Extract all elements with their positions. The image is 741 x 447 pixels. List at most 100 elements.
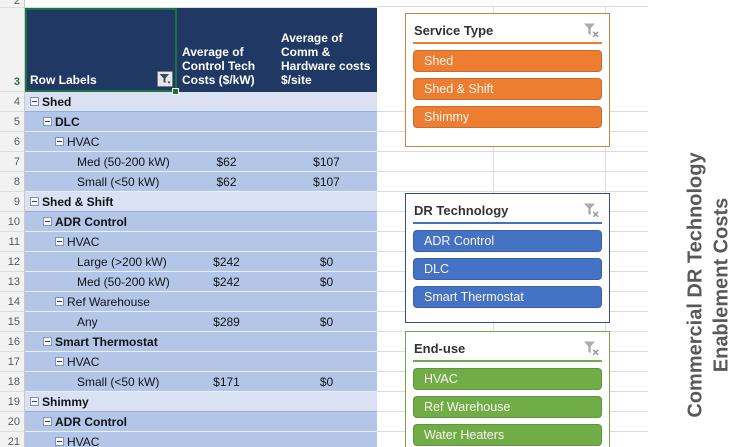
value-cell-comm-hardware[interactable]: $107: [313, 174, 340, 189]
value-cell-control-tech[interactable]: $62: [216, 154, 237, 169]
row-number[interactable]: 6: [0, 132, 25, 152]
row-number[interactable]: 5: [0, 112, 25, 132]
collapse-button[interactable]: [30, 397, 39, 406]
value-cell-control-tech[interactable]: $289: [213, 314, 240, 329]
clear-filter-icon[interactable]: [581, 339, 601, 357]
value-cell-comm-hardware[interactable]: $0: [319, 274, 334, 289]
row-number[interactable]: 17: [0, 352, 25, 372]
row-label-cell[interactable]: Ref Warehouse: [25, 292, 177, 311]
value-cell-comm-hardware[interactable]: $0: [319, 254, 334, 269]
slicer-item-shimmy[interactable]: Shimmy: [413, 106, 602, 128]
value-cell-control-tech[interactable]: [177, 132, 276, 151]
row-number-active[interactable]: 3: [0, 8, 25, 92]
value-cell-control-tech[interactable]: [177, 432, 276, 447]
value-cell-comm-hardware[interactable]: [276, 232, 377, 251]
value-cell-control-tech[interactable]: [177, 92, 276, 111]
empty-row[interactable]: [25, 0, 377, 8]
slicer-item-hvac[interactable]: HVAC: [413, 368, 602, 390]
row-label-cell[interactable]: Any: [25, 312, 177, 331]
value-cell-control-tech[interactable]: [177, 192, 276, 211]
pivot-filter-button[interactable]: [157, 71, 173, 87]
row-label-cell[interactable]: HVAC: [25, 132, 177, 151]
row-number[interactable]: 7: [0, 152, 25, 172]
row-number[interactable]: 19: [0, 392, 25, 412]
collapse-button[interactable]: [43, 217, 52, 226]
row-number[interactable]: 20: [0, 412, 25, 432]
value-cell-comm-hardware[interactable]: $0: [319, 374, 334, 389]
value-cell-control-tech[interactable]: [177, 392, 276, 411]
value-cell-comm-hardware[interactable]: [276, 212, 377, 231]
clear-filter-icon[interactable]: [581, 21, 601, 39]
value-cell-comm-hardware[interactable]: [276, 392, 377, 411]
row-label-cell[interactable]: Med (50-200 kW): [25, 272, 177, 291]
collapse-button[interactable]: [55, 297, 64, 306]
slicer-item-shed[interactable]: Shed: [413, 50, 602, 72]
row-label-cell[interactable]: Small (<50 kW): [25, 372, 177, 391]
collapse-button[interactable]: [43, 117, 52, 126]
collapse-button[interactable]: [30, 197, 39, 206]
value-cell-comm-hardware[interactable]: $0: [319, 314, 334, 329]
row-number[interactable]: 13: [0, 272, 25, 292]
row-label-cell[interactable]: Shimmy: [25, 392, 177, 411]
row-number[interactable]: 9: [0, 192, 25, 212]
row-label-cell[interactable]: Shed: [25, 92, 177, 111]
row-number[interactable]: 4: [0, 92, 25, 112]
row-number[interactable]: 2: [0, 0, 25, 8]
collapse-button[interactable]: [43, 337, 52, 346]
value-cell-comm-hardware[interactable]: [276, 92, 377, 111]
slicer-item-shed-shift[interactable]: Shed & Shift: [413, 78, 602, 100]
row-number[interactable]: 21: [0, 432, 25, 447]
value-cell-control-tech[interactable]: $242: [213, 274, 240, 289]
value-cell-comm-hardware[interactable]: $107: [313, 154, 340, 169]
value-cell-control-tech[interactable]: [177, 112, 276, 131]
value-cell-comm-hardware[interactable]: [276, 332, 377, 351]
row-label-cell[interactable]: Med (50-200 kW): [25, 152, 177, 171]
value-cell-comm-hardware[interactable]: [276, 352, 377, 371]
row-number[interactable]: 12: [0, 252, 25, 272]
row-label-cell[interactable]: HVAC: [25, 432, 177, 447]
value-cell-control-tech[interactable]: $62: [216, 174, 237, 189]
row-number[interactable]: 16: [0, 332, 25, 352]
row-label-cell[interactable]: ADR Control: [25, 412, 177, 431]
value-cell-comm-hardware[interactable]: [276, 192, 377, 211]
slicer-item-ref-warehouse[interactable]: Ref Warehouse: [413, 396, 602, 418]
row-number[interactable]: 8: [0, 172, 25, 192]
row-label-cell[interactable]: Shed & Shift: [25, 192, 177, 211]
value-cell-control-tech[interactable]: $242: [213, 254, 240, 269]
row-label-cell[interactable]: HVAC: [25, 352, 177, 371]
value-cell-control-tech[interactable]: [177, 332, 276, 351]
row-number[interactable]: 11: [0, 232, 25, 252]
row-number[interactable]: 10: [0, 212, 25, 232]
slicer-item-dlc[interactable]: DLC: [413, 258, 602, 280]
row-number[interactable]: 14: [0, 292, 25, 312]
value-cell-control-tech[interactable]: [177, 292, 276, 311]
row-label-cell[interactable]: DLC: [25, 112, 177, 131]
value-cell-comm-hardware[interactable]: [276, 432, 377, 447]
row-number[interactable]: 18: [0, 372, 25, 392]
collapse-button[interactable]: [30, 97, 39, 106]
col-header-control-tech-costs[interactable]: Average of Control Tech Costs ($/kW): [177, 8, 276, 92]
row-label-cell[interactable]: Large (>200 kW): [25, 252, 177, 271]
value-cell-comm-hardware[interactable]: [276, 112, 377, 131]
clear-filter-icon[interactable]: [581, 201, 601, 219]
collapse-button[interactable]: [55, 357, 64, 366]
collapse-button[interactable]: [55, 437, 64, 446]
row-number[interactable]: 15: [0, 312, 25, 332]
col-header-comm-hardware-costs[interactable]: Average of Comm & Hardware costs $/site: [276, 8, 377, 92]
row-labels-header-cell[interactable]: Row Labels: [25, 8, 177, 92]
collapse-button[interactable]: [55, 237, 64, 246]
value-cell-control-tech[interactable]: $171: [213, 374, 240, 389]
slicer-item-smart-thermostat[interactable]: Smart Thermostat: [413, 286, 602, 308]
slicer-item-adr-control[interactable]: ADR Control: [413, 230, 602, 252]
value-cell-comm-hardware[interactable]: [276, 292, 377, 311]
value-cell-control-tech[interactable]: [177, 352, 276, 371]
row-label-cell[interactable]: Smart Thermostat: [25, 332, 177, 351]
collapse-button[interactable]: [43, 417, 52, 426]
value-cell-control-tech[interactable]: [177, 212, 276, 231]
value-cell-comm-hardware[interactable]: [276, 132, 377, 151]
value-cell-control-tech[interactable]: [177, 232, 276, 251]
row-label-cell[interactable]: HVAC: [25, 232, 177, 251]
slicer-item-water-heaters[interactable]: Water Heaters: [413, 424, 602, 446]
value-cell-comm-hardware[interactable]: [276, 412, 377, 431]
value-cell-control-tech[interactable]: [177, 412, 276, 431]
